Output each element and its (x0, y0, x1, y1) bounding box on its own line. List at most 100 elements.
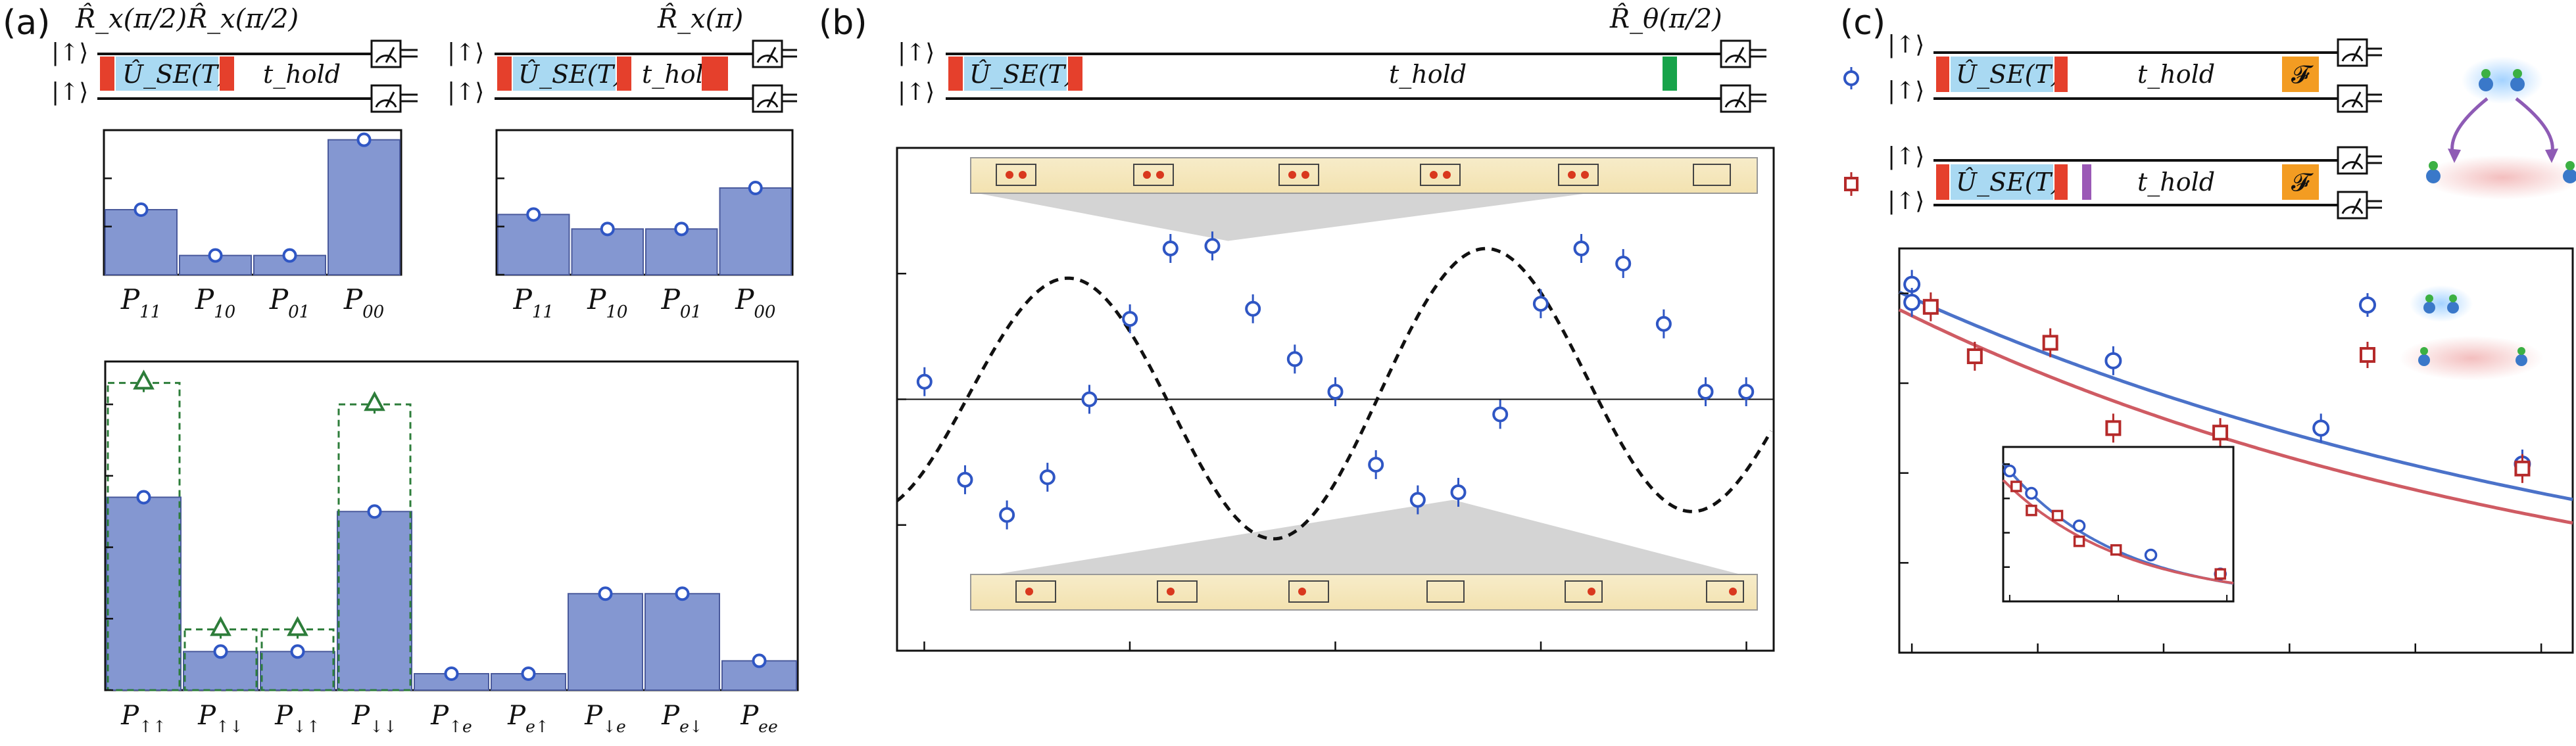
data-point (1738, 384, 1755, 400)
data-point (208, 248, 223, 263)
pulse-red (497, 57, 512, 91)
triangle-marker (210, 616, 231, 636)
atom-spot (1568, 171, 1576, 179)
triangle-marker (287, 616, 308, 636)
atom-spot (1019, 171, 1027, 179)
pulse-red (1936, 57, 1949, 92)
measure-icon (752, 84, 797, 113)
bar (106, 496, 182, 691)
f-gate (2282, 57, 2319, 92)
category-label: P00 (343, 283, 384, 322)
data-point (2025, 486, 2038, 500)
rx-label: R̂_x(π) (657, 4, 743, 34)
data-point (1922, 298, 1939, 315)
panel-label-b: (b) (819, 3, 867, 43)
data-point (526, 207, 541, 222)
roi-box (1015, 580, 1056, 603)
legend-atom (2423, 302, 2435, 314)
plot-frame (495, 129, 794, 276)
chart-c-inset (2002, 446, 2235, 603)
thold-label: t_hold (2137, 60, 2215, 89)
bar (337, 511, 412, 691)
data-point (1286, 351, 1303, 367)
data-point (2214, 568, 2226, 580)
bar (644, 593, 720, 691)
roi-box (1706, 580, 1744, 603)
category-label: P↓↓ (351, 701, 397, 736)
atom-spot (1143, 171, 1151, 179)
legend-atom (2449, 294, 2457, 302)
image-connector (971, 192, 1598, 241)
data-point (2105, 420, 2122, 436)
use-gate (1951, 164, 2053, 200)
legend-glow (2410, 285, 2473, 322)
data-point (2110, 544, 2122, 556)
ket-label: |↑⟩ (447, 79, 484, 106)
category-label: P↓e (584, 701, 626, 736)
thold-label: t_hold (2137, 168, 2215, 197)
roi-box (1565, 580, 1603, 603)
legend-square-marker (2360, 347, 2375, 363)
data-point (1966, 348, 1983, 364)
data-point (1655, 315, 1672, 332)
fit-curve (896, 246, 1773, 541)
use-gate-label: Û_SE(T) (1956, 60, 2061, 89)
use-gate (513, 57, 616, 91)
legend-atom (2517, 347, 2525, 355)
atom-spot (1430, 171, 1438, 179)
data-point (674, 221, 689, 237)
measure-icon (2337, 38, 2382, 67)
use-gate-label: Û_SE(T) (518, 60, 623, 89)
atom-spot (1443, 171, 1451, 179)
pulse-green (1663, 57, 1677, 91)
data-point (282, 248, 297, 263)
circuit-b: R̂_θ(π/2) |↑⟩ |↑⟩ Û_SE(T) t_hold (898, 4, 1766, 113)
plot-frame (1898, 247, 2574, 654)
data-point (1903, 294, 1921, 311)
category-label: Pe↓ (661, 701, 703, 736)
bar (568, 593, 643, 691)
fluorescence-image (970, 574, 1758, 611)
chart-c (1898, 247, 2574, 654)
rtheta-label: R̂_θ(π/2) (1609, 4, 1722, 34)
atom-spot (1288, 171, 1296, 179)
bar (105, 209, 178, 275)
data-point (290, 644, 305, 659)
data-point (2072, 519, 2086, 532)
atom-spot (1025, 588, 1033, 595)
data-point (1573, 241, 1590, 256)
ket-label: |↑⟩ (51, 79, 88, 106)
category-label: P↑e (430, 701, 472, 736)
data-point (2026, 504, 2037, 517)
data-point (2312, 419, 2330, 437)
pulse-purple (2082, 164, 2091, 200)
pulse-red (100, 57, 114, 91)
pulse-red (948, 57, 963, 91)
data-point (1492, 406, 1509, 423)
data-point (444, 666, 459, 681)
data-point (1450, 484, 1467, 501)
roi-box (1426, 580, 1465, 603)
circuit-a-right: R̂_x(π) |↑⟩ |↑⟩ Û_SE(T) t_hold (447, 4, 797, 113)
data-point (1615, 255, 1632, 271)
measure-icon (1720, 84, 1766, 113)
fit-curve (1898, 291, 2573, 501)
data-point (1204, 238, 1221, 254)
data-point (752, 653, 767, 668)
data-point (213, 644, 228, 659)
use-gate (964, 57, 1067, 91)
legend-glow (2399, 336, 2544, 381)
category-label: P10 (587, 283, 627, 322)
use-gate (1951, 57, 2053, 92)
data-point (367, 504, 382, 519)
legend-atom (2447, 302, 2459, 314)
category-label: Pe↑ (507, 701, 549, 736)
roi-box (1157, 580, 1198, 603)
data-point (2073, 535, 2085, 548)
category-label: P↑↓ (197, 701, 243, 736)
measure-icon (2337, 191, 2382, 220)
data-point (1327, 384, 1344, 400)
ket-label: |↑⟩ (447, 39, 484, 66)
